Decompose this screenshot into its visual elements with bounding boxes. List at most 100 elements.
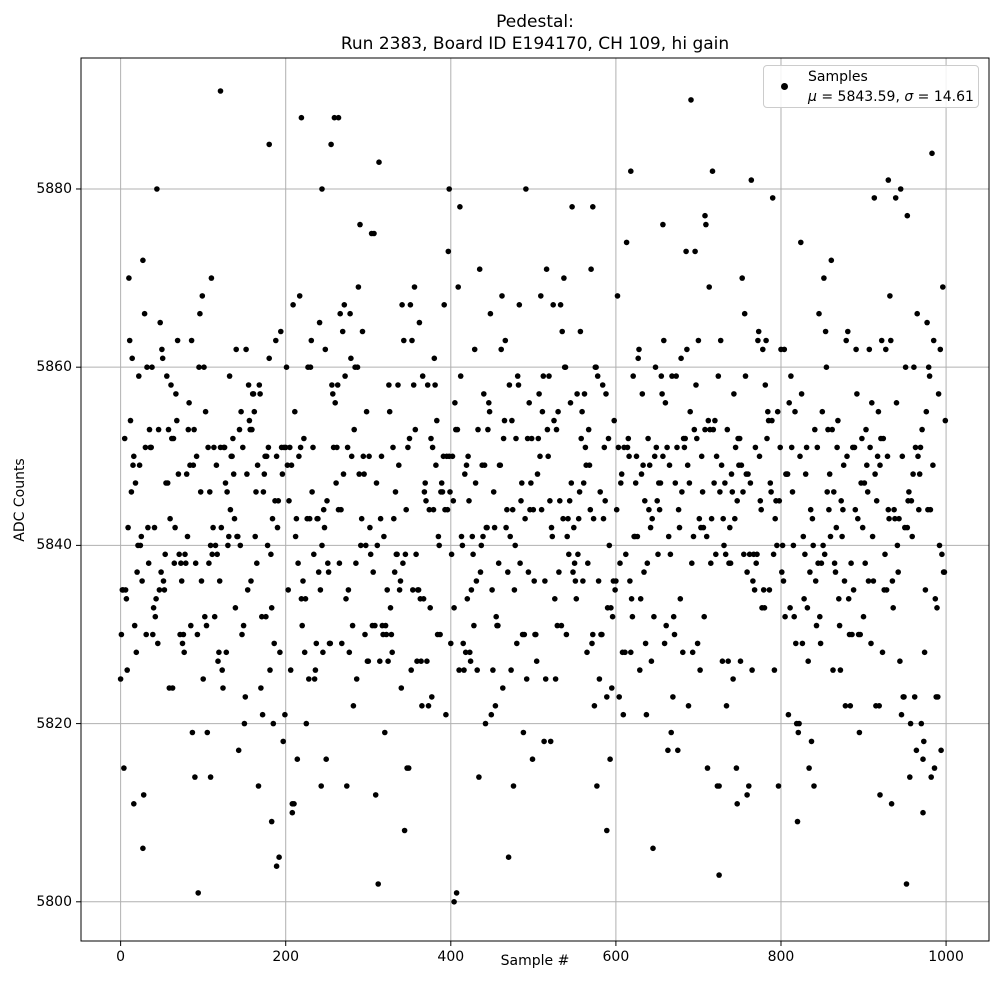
- sample-point: [895, 569, 901, 575]
- sample-point: [387, 605, 394, 611]
- sample-point: [877, 792, 883, 798]
- sample-point: [732, 444, 739, 451]
- sample-point: [331, 114, 338, 121]
- sample-point: [560, 515, 566, 522]
- sample-point: [639, 391, 646, 397]
- sample-point: [154, 186, 160, 192]
- sample-point: [416, 319, 423, 326]
- sample-point: [345, 587, 352, 593]
- sample-point: [727, 524, 733, 531]
- sample-point: [180, 631, 187, 638]
- sample-point: [812, 426, 818, 433]
- sample-point: [121, 765, 127, 771]
- sample-point: [463, 462, 470, 469]
- sample-point: [755, 328, 762, 335]
- sample-point: [523, 676, 530, 682]
- sample-point: [312, 667, 319, 673]
- sample-point: [779, 542, 786, 549]
- sample-point: [471, 346, 478, 353]
- sample-point: [145, 560, 152, 566]
- sample-point: [929, 150, 935, 157]
- sample-point: [334, 382, 341, 388]
- sample-point: [638, 471, 645, 477]
- sample-point: [542, 578, 548, 584]
- sample-point: [551, 417, 557, 424]
- sample-point: [333, 480, 339, 486]
- sample-point: [245, 382, 252, 388]
- sample-point: [751, 587, 758, 593]
- sample-point: [673, 373, 679, 379]
- sample-point: [913, 747, 920, 754]
- sample-point: [533, 631, 539, 638]
- sample-point: [251, 408, 258, 415]
- sample-point: [869, 533, 876, 540]
- sample-point: [347, 310, 353, 317]
- sample-point: [918, 720, 925, 727]
- sample-point: [890, 605, 896, 611]
- sample-point: [167, 515, 173, 522]
- sample-point: [467, 658, 474, 664]
- sample-point: [299, 622, 306, 629]
- sample-point: [117, 676, 124, 682]
- sample-point: [300, 578, 306, 584]
- sample-point: [708, 560, 714, 566]
- sample-point: [410, 382, 417, 388]
- sample-point: [584, 649, 590, 656]
- sample-point: [266, 355, 273, 362]
- sample-point: [588, 266, 594, 273]
- sample-point: [538, 506, 545, 513]
- sample-point: [159, 346, 165, 353]
- sample-point: [462, 649, 469, 656]
- sample-point: [164, 480, 171, 486]
- sample-point: [428, 435, 434, 442]
- sample-point: [807, 506, 814, 513]
- sample-point: [935, 391, 942, 397]
- sample-point: [833, 524, 840, 531]
- sample-point: [410, 587, 416, 593]
- sample-point: [150, 605, 157, 611]
- sample-point: [145, 524, 151, 531]
- sample-point: [796, 720, 802, 727]
- sample-point: [901, 694, 907, 700]
- sample-point: [911, 694, 918, 700]
- sample-point: [885, 506, 892, 513]
- sample-point: [266, 141, 273, 148]
- sample-point: [497, 462, 504, 469]
- sample-point: [219, 667, 225, 673]
- sample-point: [776, 498, 783, 504]
- sample-point: [801, 596, 807, 602]
- sample-point: [503, 524, 509, 531]
- sample-point: [362, 631, 368, 638]
- sample-point: [637, 667, 643, 673]
- sample-point: [615, 444, 622, 451]
- sample-point: [930, 462, 936, 469]
- sample-point: [585, 560, 591, 566]
- sample-point: [238, 408, 244, 415]
- sample-point: [648, 658, 655, 664]
- sample-point: [284, 462, 291, 469]
- sample-point: [329, 382, 335, 388]
- sample-point: [174, 417, 180, 424]
- sample-point: [278, 328, 284, 335]
- sample-point: [231, 515, 238, 522]
- mu-symbol: μ: [808, 88, 817, 105]
- sample-point: [526, 400, 532, 406]
- sample-point: [270, 720, 277, 727]
- sample-point: [207, 489, 213, 495]
- sample-point: [533, 658, 540, 664]
- sample-point: [816, 310, 822, 317]
- sample-point: [254, 462, 261, 469]
- sample-point: [875, 408, 882, 415]
- sample-point: [843, 337, 849, 344]
- sample-point: [896, 515, 902, 522]
- sample-point: [894, 542, 901, 549]
- sample-point: [912, 444, 919, 451]
- sample-point: [506, 382, 513, 388]
- sample-point: [265, 444, 272, 451]
- sample-point: [818, 560, 825, 566]
- x-tick-label: 800: [767, 949, 795, 965]
- sample-point: [183, 560, 189, 566]
- sample-point: [391, 515, 397, 522]
- x-tick-label: 600: [602, 949, 630, 965]
- sample-point: [766, 587, 773, 593]
